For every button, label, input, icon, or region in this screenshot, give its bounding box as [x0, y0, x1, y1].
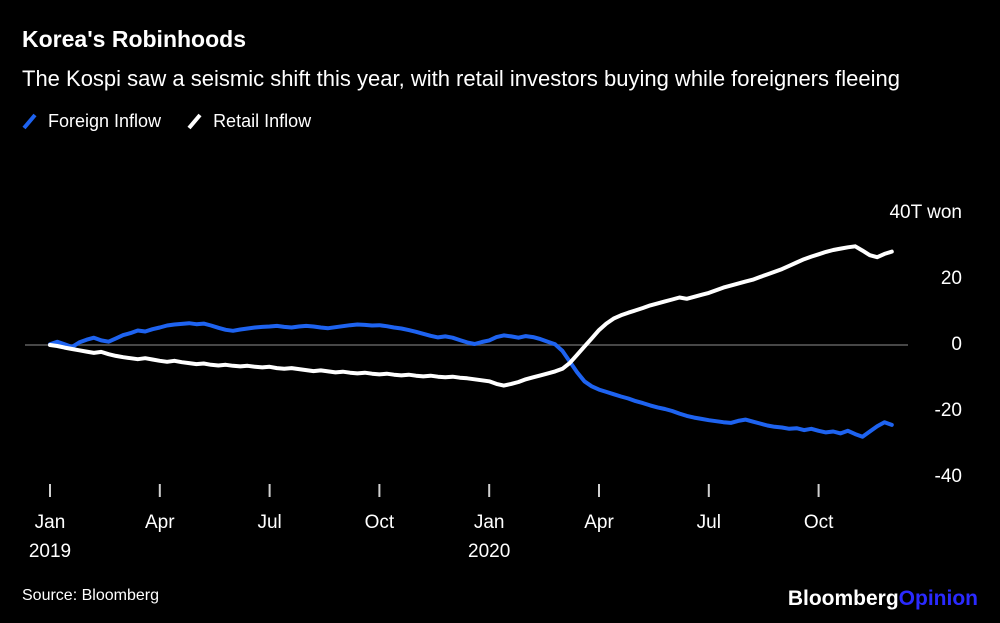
chart-header: Korea's Robinhoods The Kospi saw a seism… [0, 0, 1000, 94]
y-axis-label: 0 [951, 334, 962, 355]
retail-inflow-line-icon [187, 113, 202, 130]
chart-title: Korea's Robinhoods [22, 26, 246, 52]
source-credit: Source: Bloomberg [22, 587, 159, 604]
foreign-inflow-line-icon [22, 113, 37, 130]
x-axis-label: Jul [696, 512, 721, 533]
legend-item-retail-inflow: Retail Inflow [187, 111, 311, 132]
x-axis-label: Oct [364, 512, 395, 533]
y-axis-label: -20 [934, 400, 962, 421]
logo-bloomberg: Bloomberg [787, 587, 899, 610]
legend-item-foreign-inflow: Foreign Inflow [22, 111, 161, 132]
y-axis-label: 20 [940, 268, 962, 289]
chart-subtitle: The Kospi saw a seismic shift this year,… [22, 65, 900, 91]
y-axis-label: 40T won [889, 202, 962, 223]
legend: Foreign Inflow Retail Inflow [22, 111, 1000, 132]
legend-label-retail-inflow: Retail Inflow [213, 111, 312, 132]
x-axis-label: Jul [257, 512, 282, 533]
series-line-retail-inflow [48, 244, 894, 388]
x-axis-label: Jan 2020 [468, 512, 511, 562]
legend-label-foreign-inflow: Foreign Inflow [48, 111, 162, 132]
x-axis-label: Apr [584, 512, 614, 533]
logo-opinion: Opinion [898, 587, 978, 610]
x-axis-label: Apr [145, 512, 175, 533]
x-axis-label: Oct [803, 512, 834, 533]
series-line-foreign-inflow [48, 321, 894, 439]
bloomberg-opinion-logo: BloombergOpinion [788, 587, 978, 611]
y-axis-label: -40 [934, 466, 962, 487]
x-axis-label: Jan 2019 [28, 512, 72, 562]
